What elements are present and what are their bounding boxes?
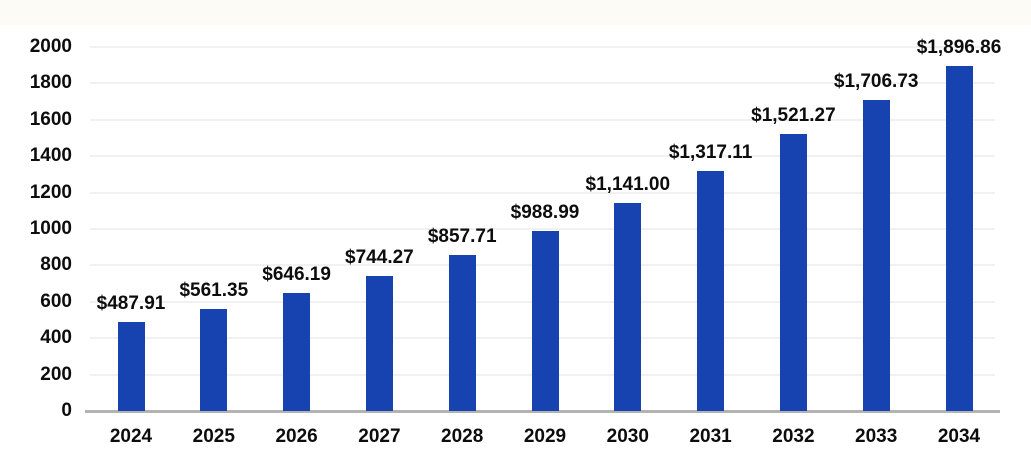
y-axis-tick-label: 200 xyxy=(40,363,72,385)
value-label-2027: $744.27 xyxy=(345,246,414,268)
top-band xyxy=(0,0,1031,25)
y-axis-tick-label: 600 xyxy=(40,290,72,312)
y-axis-tick-label: 400 xyxy=(40,327,72,349)
y-axis-tick-label: 1000 xyxy=(29,218,72,239)
bar-2029 xyxy=(531,231,559,411)
x-axis-line xyxy=(85,410,1000,413)
value-label-2025: $561.35 xyxy=(179,279,249,301)
y-axis-tick-label: 2000 xyxy=(29,36,72,57)
value-label-2033: $1,706.73 xyxy=(833,71,919,93)
x-axis-tick-label-2027: 2027 xyxy=(358,426,401,447)
value-label-2034: $1,896.86 xyxy=(916,36,1002,58)
bar-2025 xyxy=(200,308,228,411)
x-axis-tick-label-2026: 2026 xyxy=(275,426,318,447)
value-label-2032: $1,521.27 xyxy=(751,105,836,127)
value-label-2029: $988.99 xyxy=(510,202,580,223)
bar-2030 xyxy=(614,203,642,411)
x-axis-tick-label-2029: 2029 xyxy=(523,426,567,447)
bar-2028 xyxy=(448,254,476,411)
y-axis-tick-label: 0 xyxy=(61,400,72,421)
bar-2033 xyxy=(862,100,890,411)
gridline xyxy=(90,118,995,121)
gridline xyxy=(90,191,995,194)
x-axis-tick-label-2030: 2030 xyxy=(606,426,649,447)
value-label-2026: $646.19 xyxy=(262,264,331,286)
x-axis-tick-label-2031: 2031 xyxy=(689,426,732,447)
value-label-2030: $1,141.00 xyxy=(585,174,671,196)
value-label-2024: $487.91 xyxy=(96,293,166,315)
bar-2031 xyxy=(697,171,725,411)
x-axis-tick-label-2032: 2032 xyxy=(772,426,815,447)
y-axis-tick-label: 1400 xyxy=(29,145,72,167)
gridline xyxy=(90,155,995,158)
x-axis-tick-label-2033: 2033 xyxy=(855,426,898,447)
y-axis-tick-label: 1800 xyxy=(29,72,72,94)
x-axis-tick-label-2025: 2025 xyxy=(192,426,235,447)
gridline xyxy=(90,82,995,85)
x-axis-tick-label-2028: 2028 xyxy=(441,426,484,447)
bar-2034 xyxy=(945,65,973,411)
bar-2027 xyxy=(365,275,393,411)
bar-2032 xyxy=(779,134,807,411)
x-axis-tick-label-2034: 2034 xyxy=(937,426,981,447)
value-label-2031: $1,317.11 xyxy=(668,142,753,164)
y-axis-tick-label: 1600 xyxy=(29,108,72,130)
gridline xyxy=(90,46,995,48)
y-axis-tick-label: 1200 xyxy=(29,181,72,203)
y-axis-tick-label: 800 xyxy=(40,254,72,276)
x-axis-tick-label-2024: 2024 xyxy=(109,426,153,447)
gridline xyxy=(90,228,995,230)
value-label-2028: $857.71 xyxy=(427,225,497,247)
bar-2024 xyxy=(117,322,145,411)
bar-2026 xyxy=(283,293,311,411)
